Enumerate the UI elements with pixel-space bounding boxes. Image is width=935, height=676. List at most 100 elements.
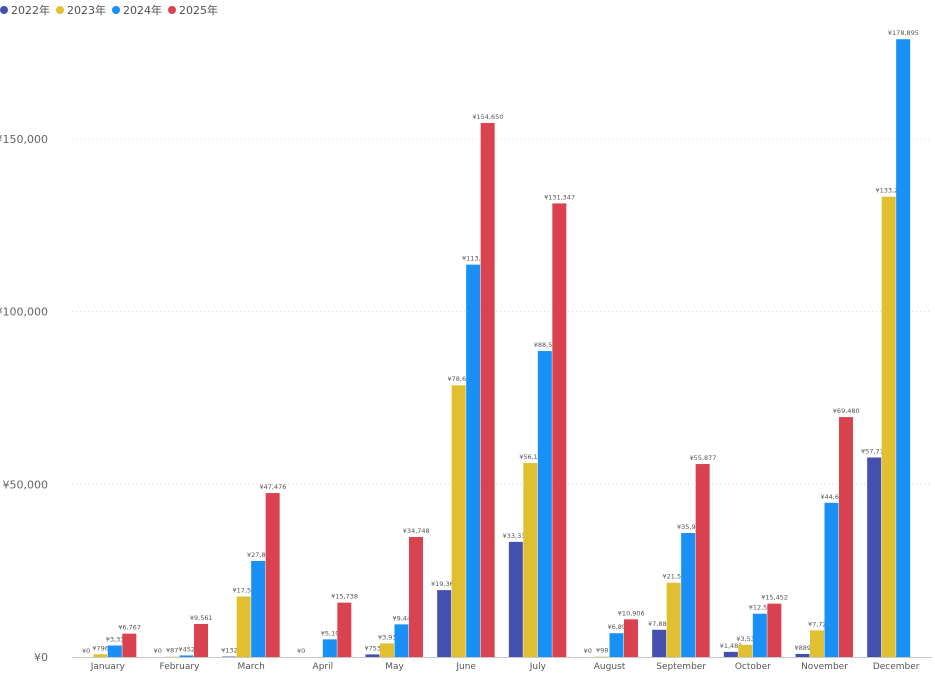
data-label: ¥44,64 bbox=[820, 493, 843, 501]
legend-marker-icon bbox=[0, 6, 8, 14]
bar bbox=[337, 602, 352, 657]
data-label: ¥78,69 bbox=[448, 375, 471, 383]
bar bbox=[437, 590, 452, 657]
data-label: ¥5,10 bbox=[321, 629, 340, 637]
bar bbox=[365, 654, 380, 657]
bar bbox=[194, 623, 208, 657]
data-label: ¥154,650 bbox=[472, 113, 503, 121]
bar bbox=[322, 639, 337, 657]
bar bbox=[881, 196, 896, 658]
bar bbox=[251, 560, 266, 657]
x-tick-label: January bbox=[90, 662, 126, 672]
x-tick-label: December bbox=[873, 662, 920, 672]
legend-label: 2022年 bbox=[11, 4, 50, 17]
x-tick-label: October bbox=[735, 662, 771, 672]
bar bbox=[93, 654, 108, 657]
data-label: ¥10,906 bbox=[618, 609, 645, 617]
bar bbox=[179, 655, 194, 657]
data-label: ¥15,452 bbox=[761, 594, 788, 602]
legend-item[interactable]: 2023年 bbox=[56, 2, 106, 18]
data-label: ¥88,59 bbox=[534, 341, 557, 349]
bar bbox=[523, 463, 538, 657]
legend-marker-icon bbox=[112, 6, 120, 14]
bar bbox=[236, 596, 251, 657]
data-label: ¥6,89 bbox=[607, 623, 626, 631]
x-tick-label: November bbox=[801, 662, 848, 672]
bar bbox=[624, 619, 638, 657]
data-label: ¥0 bbox=[297, 647, 305, 655]
bar bbox=[810, 630, 824, 657]
data-label: ¥87 bbox=[166, 647, 178, 655]
data-label: ¥33,336 bbox=[503, 532, 530, 540]
bar bbox=[394, 624, 409, 657]
data-label: ¥47,476 bbox=[259, 483, 286, 491]
bar bbox=[552, 203, 567, 657]
data-label: ¥3,93 bbox=[378, 633, 397, 641]
data-label: ¥889 bbox=[794, 644, 811, 652]
bar bbox=[409, 537, 423, 657]
data-label: ¥178,895 bbox=[888, 29, 919, 37]
y-tick-label: ¥100,000 bbox=[0, 306, 48, 319]
bar bbox=[107, 645, 122, 657]
bar bbox=[824, 502, 839, 657]
bar bbox=[767, 603, 782, 657]
bar bbox=[839, 417, 853, 657]
legend-label: 2024年 bbox=[123, 4, 162, 17]
data-label: ¥98 bbox=[596, 647, 608, 655]
data-label: ¥6,767 bbox=[118, 624, 141, 632]
data-label: ¥56,16 bbox=[519, 453, 542, 461]
legend-marker-icon bbox=[168, 6, 176, 14]
data-label: ¥7,72 bbox=[808, 620, 827, 628]
data-label: ¥796 bbox=[92, 644, 109, 652]
bar bbox=[537, 351, 552, 657]
bar bbox=[695, 464, 710, 657]
data-label: ¥19,369 bbox=[431, 580, 458, 588]
y-tick-label: ¥50,000 bbox=[3, 478, 49, 491]
data-label: ¥9,561 bbox=[190, 614, 213, 622]
data-label: ¥132 bbox=[221, 647, 238, 655]
bar bbox=[380, 643, 394, 657]
bar bbox=[451, 385, 466, 657]
data-label: ¥27,81 bbox=[247, 551, 270, 559]
x-tick-label: April bbox=[313, 662, 334, 672]
data-label: ¥0 bbox=[154, 647, 162, 655]
y-tick-label: ¥0 bbox=[34, 651, 48, 664]
data-label: ¥17,51 bbox=[233, 587, 256, 595]
data-label: ¥57,774 bbox=[861, 447, 888, 455]
legend-item[interactable]: 2024年 bbox=[112, 2, 162, 18]
data-label: ¥131,347 bbox=[544, 193, 575, 201]
data-label: ¥113,6 bbox=[462, 255, 485, 263]
data-label: ¥21,50 bbox=[663, 573, 686, 581]
x-tick-label: February bbox=[160, 662, 201, 672]
legend-marker-icon bbox=[56, 6, 64, 14]
bar bbox=[723, 651, 738, 657]
data-label: ¥452 bbox=[178, 645, 195, 653]
data-label: ¥133,29 bbox=[875, 187, 902, 195]
legend: 2022年 2023年 2024年 2025年 bbox=[0, 2, 218, 18]
bar bbox=[480, 122, 495, 657]
bar bbox=[681, 533, 696, 657]
bar bbox=[466, 264, 481, 657]
legend-item[interactable]: 2022年 bbox=[0, 2, 50, 18]
data-label: ¥12,53 bbox=[749, 604, 772, 612]
bar bbox=[609, 633, 624, 657]
x-tick-label: September bbox=[656, 662, 706, 672]
y-tick-label: ¥150,000 bbox=[0, 133, 48, 146]
bar bbox=[122, 633, 137, 657]
x-tick-label: March bbox=[237, 662, 264, 672]
bar bbox=[738, 644, 753, 657]
legend-item[interactable]: 2025年 bbox=[168, 2, 218, 18]
data-label: ¥1,481 bbox=[720, 642, 743, 650]
legend-label: 2023年 bbox=[67, 4, 106, 17]
data-label: ¥753 bbox=[364, 644, 381, 652]
x-tick-label: June bbox=[455, 662, 476, 672]
bar bbox=[795, 653, 810, 657]
data-label: ¥9,44 bbox=[392, 614, 411, 622]
data-label: ¥0 bbox=[82, 647, 90, 655]
data-label: ¥35,90 bbox=[677, 523, 700, 531]
bar bbox=[896, 39, 911, 657]
data-label: ¥55,877 bbox=[689, 454, 716, 462]
data-label: ¥0 bbox=[584, 647, 592, 655]
bar bbox=[752, 613, 767, 657]
